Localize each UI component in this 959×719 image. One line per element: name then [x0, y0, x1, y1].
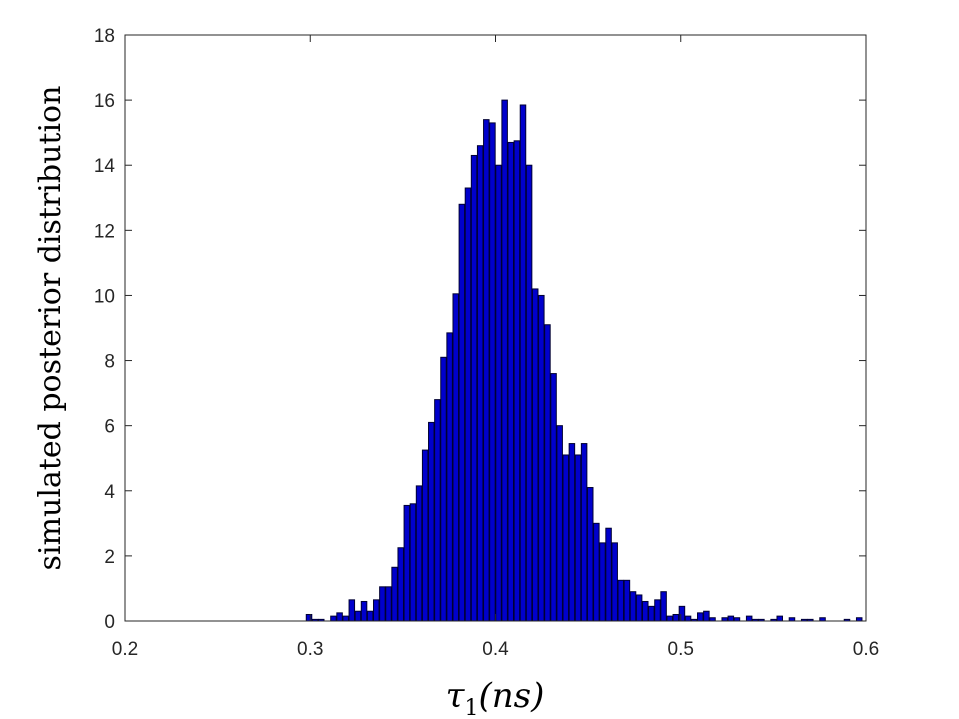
histogram-bar: [397, 547, 404, 622]
histogram-bar: [483, 119, 490, 622]
histogram-bar: [519, 104, 527, 622]
histogram-bar: [538, 294, 545, 622]
y-tick-label: 16: [94, 91, 115, 112]
histogram-bar: [507, 141, 515, 622]
histogram-bar: [336, 612, 343, 622]
histogram-bar: [373, 599, 380, 622]
histogram-bar: [580, 443, 588, 622]
histogram-bar: [666, 615, 673, 622]
histogram-bar: [305, 613, 313, 622]
y-axis-ticks: 0 2 4 6 8 10 12 14 16 18: [94, 26, 866, 633]
bars-group: [305, 99, 863, 622]
histogram-bar: [428, 421, 435, 622]
histogram-bar: [360, 600, 368, 622]
histogram-bar: [654, 599, 661, 622]
histogram-bar: [562, 454, 570, 622]
histogram-bar: [556, 425, 563, 622]
y-tick-label: 2: [104, 547, 115, 568]
x-tick-label: 0.6: [853, 639, 879, 660]
histogram-bar: [550, 373, 557, 622]
histogram-bar: [415, 485, 423, 622]
histogram-bar: [403, 504, 411, 622]
y-tick-label: 0: [104, 612, 115, 633]
histogram-bar: [544, 324, 551, 622]
histogram-bar: [434, 399, 441, 622]
histogram-bar: [464, 187, 472, 622]
histogram-bar: [348, 599, 356, 622]
y-tick-label: 6: [104, 417, 115, 438]
x-axis-label-subscript: 1: [464, 696, 478, 719]
histogram-bar: [605, 527, 612, 622]
x-tick-label: 0.3: [297, 639, 323, 660]
histogram-bar: [684, 615, 692, 622]
histogram-bar: [391, 566, 398, 622]
histogram-bar: [330, 615, 337, 622]
histogram-bar: [745, 615, 753, 622]
histogram-bar: [470, 154, 478, 622]
histogram-bar: [635, 594, 643, 622]
histogram-bar: [421, 449, 429, 622]
histogram-bar: [660, 591, 667, 622]
histogram-bar: [574, 454, 582, 622]
x-axis-ticks: 0.2 0.3 0.4 0.5 0.6: [112, 35, 879, 660]
histogram-bar: [593, 522, 600, 622]
x-tick-label: 0.4: [482, 639, 509, 660]
histogram-bar: [379, 586, 386, 622]
histogram-bar: [452, 293, 459, 622]
histogram-bar: [458, 203, 466, 622]
y-tick-label: 10: [94, 286, 115, 307]
x-axis-label-symbol: τ: [446, 676, 466, 716]
histogram-bar: [648, 605, 655, 622]
x-tick-label: 0.5: [668, 639, 694, 660]
y-tick-label: 4: [104, 482, 115, 503]
histogram-bar: [440, 356, 447, 622]
histogram-bar: [697, 612, 704, 622]
histogram-bar: [586, 487, 594, 622]
x-axis-label: τ1(ns): [446, 676, 545, 719]
y-tick-label: 12: [94, 221, 115, 242]
histogram-bar: [568, 443, 576, 622]
histogram-bar: [623, 579, 631, 622]
histogram-bar: [776, 615, 783, 622]
histogram-bar: [642, 600, 649, 622]
x-tick-label: 0.2: [112, 639, 138, 660]
histogram-bar: [501, 99, 508, 622]
histogram-bar: [446, 332, 453, 622]
histogram-bar: [476, 145, 484, 622]
histogram-bar: [599, 542, 606, 622]
histogram-bar: [385, 586, 392, 622]
histogram-bar: [703, 610, 710, 622]
y-tick-label: 14: [94, 156, 116, 177]
histogram-bar: [678, 605, 686, 622]
histogram-bar: [617, 579, 625, 622]
histogram-bar: [525, 164, 533, 622]
histogram-bar: [513, 140, 521, 622]
histogram-bar: [629, 591, 637, 622]
histogram-bar: [531, 288, 539, 622]
x-axis-label-units: (ns): [478, 676, 544, 716]
histogram-bar: [366, 610, 374, 622]
y-axis-label: simulated posterior distribution: [33, 86, 68, 571]
histogram-bar: [354, 610, 362, 622]
histogram-bar: [409, 503, 417, 622]
y-tick-label: 18: [94, 26, 115, 47]
histogram-bar: [672, 613, 680, 622]
y-tick-label: 8: [104, 352, 115, 373]
histogram-bar: [495, 164, 502, 622]
histogram-bar: [611, 542, 618, 622]
histogram-bar: [727, 615, 735, 622]
histogram-bar: [342, 615, 349, 622]
histogram-bar: [489, 122, 496, 622]
